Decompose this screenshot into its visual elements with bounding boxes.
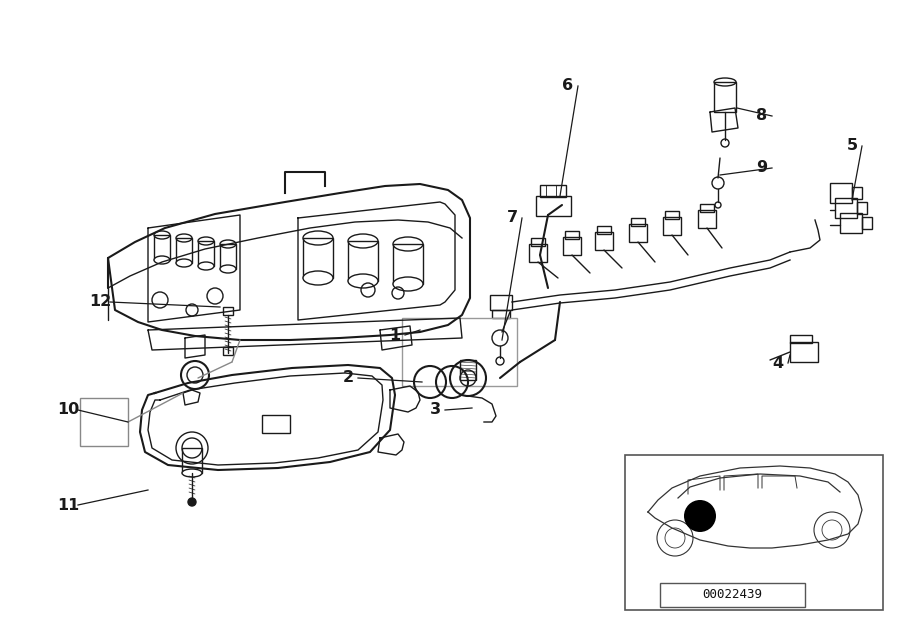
Bar [595,232,613,250]
Bar [625,455,883,610]
Text: 4: 4 [772,356,784,370]
Bar [393,244,423,284]
Text: 5: 5 [846,138,858,154]
Bar [830,183,852,203]
Bar [862,217,872,229]
Bar [262,415,290,433]
Bar [529,244,547,262]
Ellipse shape [220,265,236,273]
Bar [154,235,170,260]
Bar [220,244,236,269]
Bar [698,210,716,228]
Bar [852,187,862,199]
Text: 6: 6 [562,79,573,93]
Bar [597,226,611,234]
Ellipse shape [393,237,423,251]
Bar [223,347,233,355]
Bar [182,448,202,473]
Bar [198,241,214,266]
Text: 8: 8 [756,109,768,123]
Ellipse shape [182,469,202,477]
Bar [460,360,476,380]
Text: 1: 1 [390,328,400,342]
Ellipse shape [220,240,236,248]
Bar [629,224,647,242]
Ellipse shape [176,234,192,242]
Bar [492,310,510,318]
Text: 7: 7 [507,210,517,225]
Bar [223,307,233,315]
Bar [660,583,805,607]
Bar [540,185,566,197]
Bar [402,318,517,386]
Bar [348,241,378,281]
Text: 9: 9 [756,161,768,175]
Text: 11: 11 [57,497,79,512]
Bar [790,335,812,343]
Bar [303,238,333,278]
Bar [665,211,679,219]
Bar [531,238,545,246]
Ellipse shape [154,256,170,264]
Ellipse shape [348,274,378,288]
Ellipse shape [176,259,192,267]
Bar [663,217,681,235]
Text: 3: 3 [429,403,441,417]
Bar [80,398,128,446]
Ellipse shape [154,231,170,239]
Ellipse shape [198,262,214,270]
Ellipse shape [303,231,333,245]
Text: 00022439: 00022439 [702,589,762,601]
Text: 12: 12 [89,295,111,309]
Bar [700,204,714,212]
Text: 2: 2 [342,370,354,385]
Bar [565,231,579,239]
Text: 10: 10 [57,403,79,417]
Circle shape [684,500,716,532]
Bar [563,237,581,255]
Bar [840,213,862,233]
Bar [790,342,818,362]
Bar [714,82,736,112]
Bar [176,238,192,263]
Ellipse shape [303,271,333,285]
Bar [631,218,645,226]
Ellipse shape [348,234,378,248]
Bar [857,202,867,214]
Circle shape [188,498,196,506]
Bar [536,196,571,216]
Bar [490,295,512,310]
Ellipse shape [393,277,423,291]
Ellipse shape [198,237,214,245]
Bar [835,198,857,218]
